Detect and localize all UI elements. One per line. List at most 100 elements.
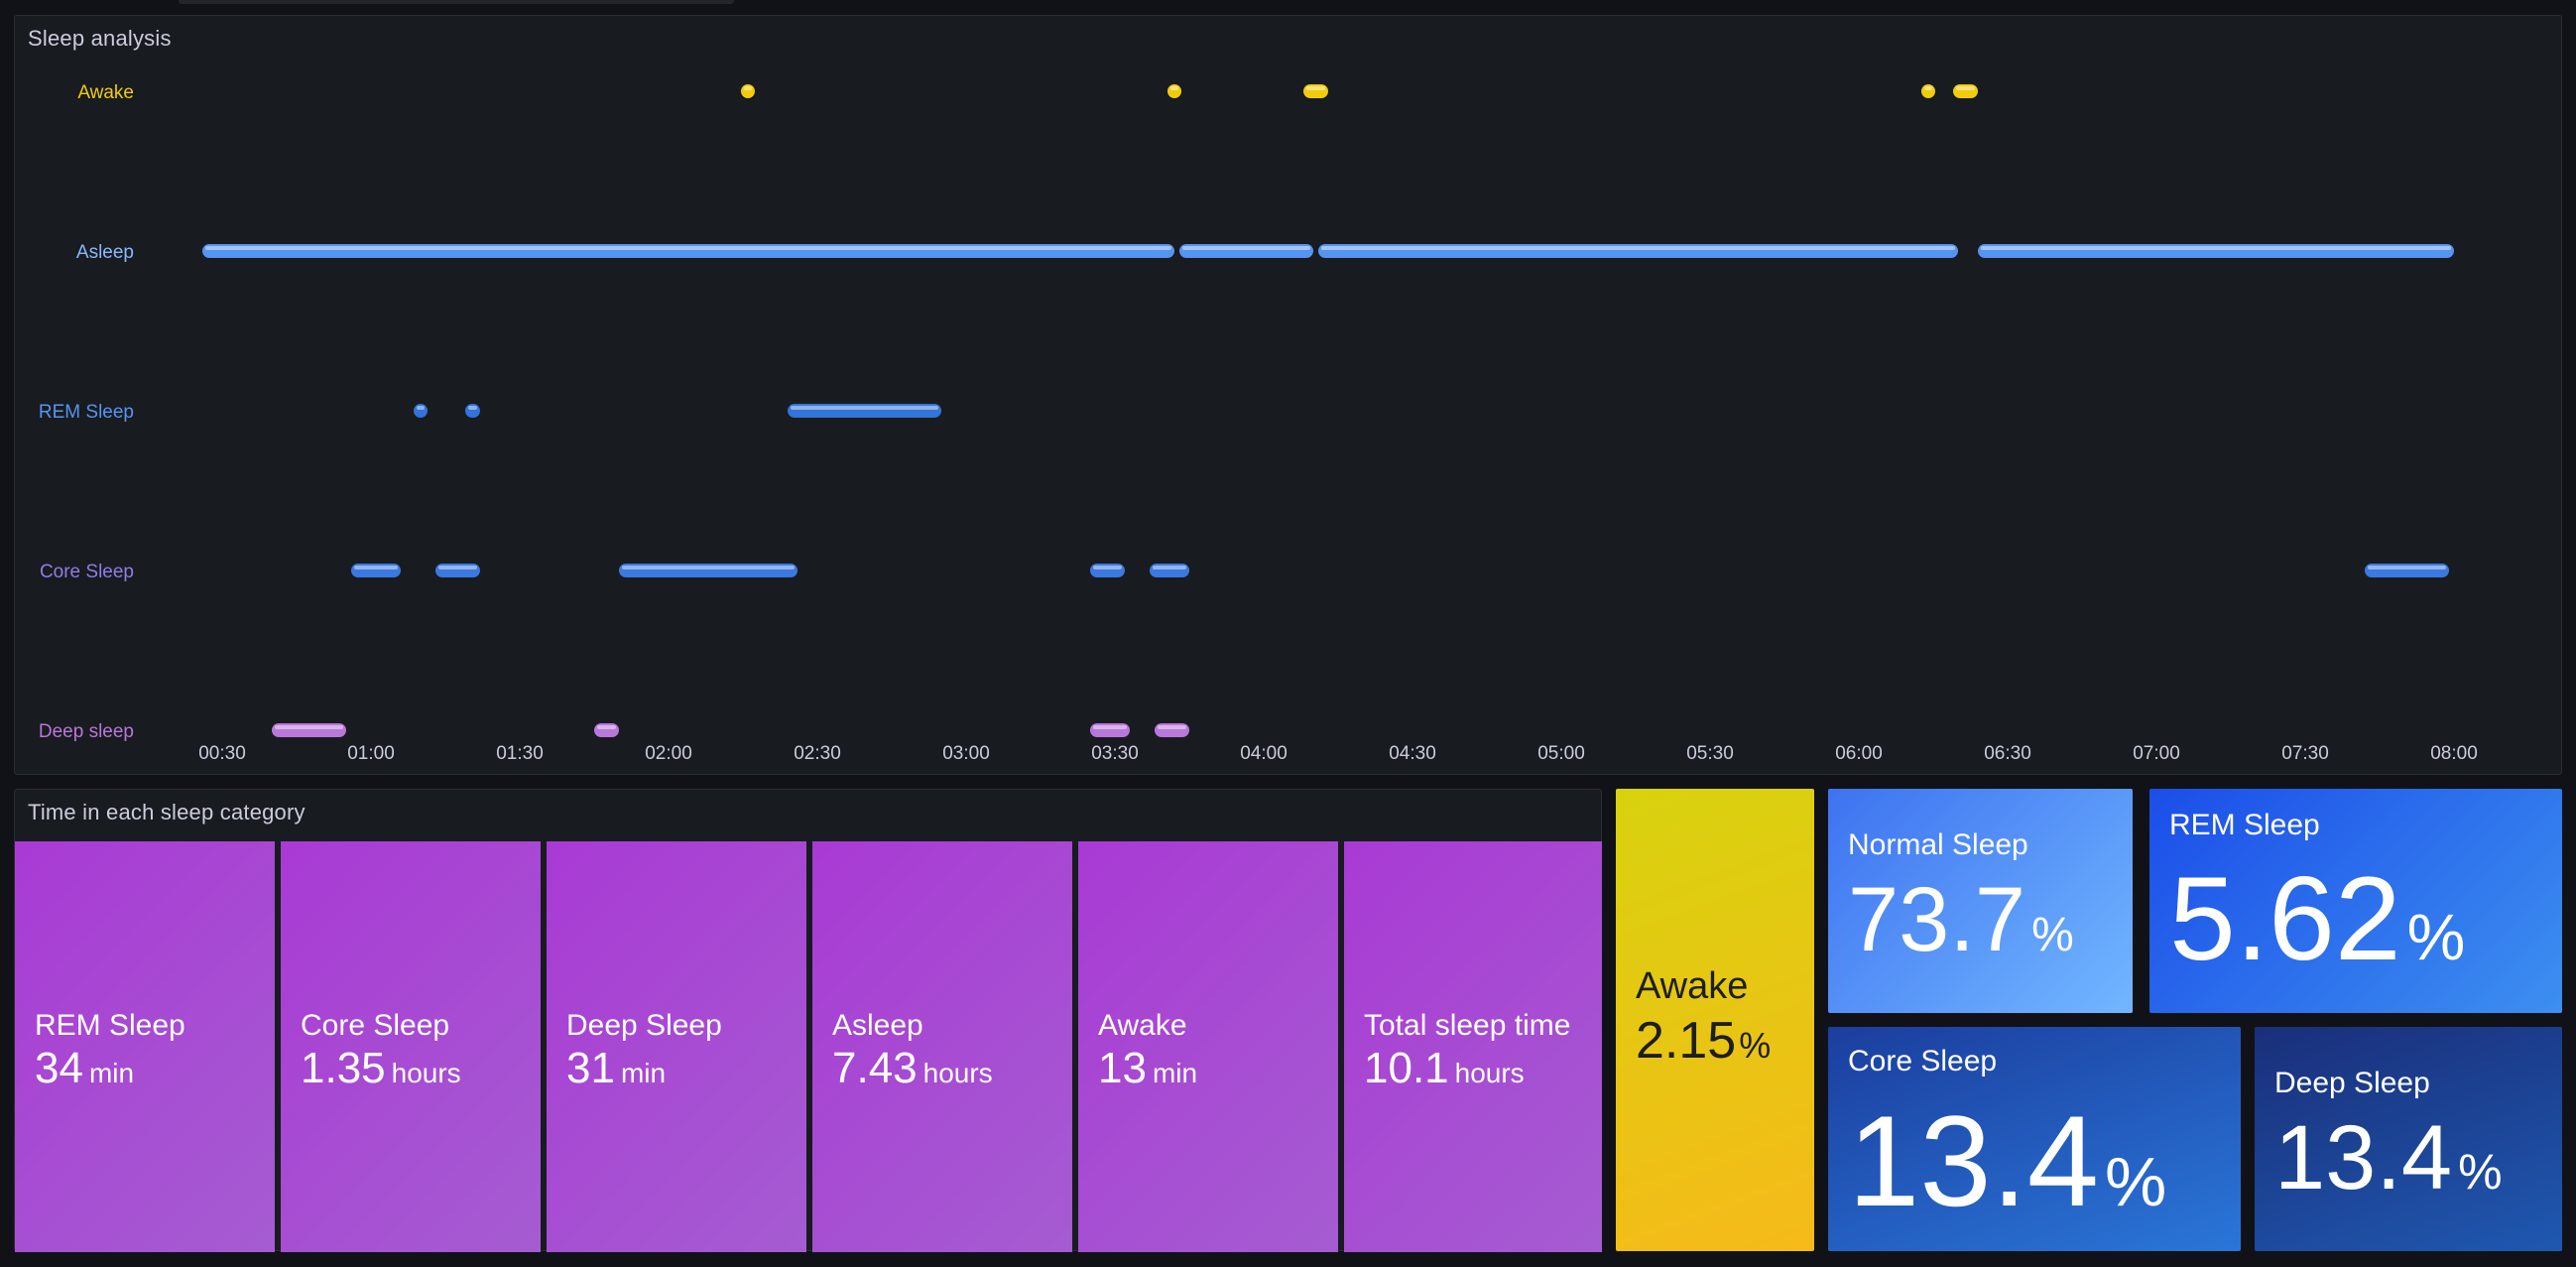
category-tile-total-sleep-time: Total sleep time 10.1 hours — [1344, 841, 1602, 1252]
timeline-segment[interactable] — [1167, 84, 1181, 98]
segment-highlight — [1170, 86, 1178, 90]
x-tick-label: 02:00 — [645, 743, 692, 764]
segment-highlight — [1182, 246, 1310, 250]
segment-highlight — [1306, 86, 1325, 90]
sleep-category-panel: Time in each sleep category REM Sleep 34… — [14, 789, 1602, 1252]
stat-name: Deep Sleep — [2274, 1067, 2430, 1099]
timeline-segment[interactable] — [1179, 244, 1313, 258]
category-unit: min — [1152, 1058, 1198, 1088]
stat-value: 2.15% — [1636, 1012, 1772, 1070]
stat-name: Core Sleep — [1848, 1045, 1998, 1077]
timeline-segment[interactable] — [1155, 723, 1189, 737]
timeline-segment[interactable] — [1090, 723, 1130, 737]
timeline-segment[interactable] — [2365, 564, 2449, 577]
category-tile-core-sleep: Core Sleep 1.35 hours — [281, 841, 541, 1252]
x-tick-label: 05:00 — [1537, 743, 1585, 764]
panel-title[interactable]: Sleep analysis — [28, 26, 172, 51]
x-tick-label: 02:30 — [794, 743, 841, 764]
category-value: 34 — [35, 1044, 83, 1092]
x-tick-label: 01:00 — [347, 743, 395, 764]
segment-highlight — [744, 86, 752, 90]
segment-highlight — [1956, 86, 1975, 90]
x-tick-label: 01:30 — [496, 743, 544, 764]
timeline-segment[interactable] — [1150, 564, 1189, 577]
segment-highlight — [1321, 246, 1955, 250]
timeline-segment[interactable] — [351, 564, 401, 577]
segment-highlight — [468, 406, 477, 410]
category-value: 7.43 — [832, 1044, 918, 1092]
x-tick-label: 03:30 — [1091, 743, 1139, 764]
category-name: Awake — [1098, 1009, 1187, 1042]
rem-sleep-percent-stat: REM Sleep 5.62% — [2149, 789, 2562, 1013]
category-value: 13 — [1098, 1044, 1147, 1092]
row-label: Core Sleep — [40, 562, 134, 582]
category-name: Total sleep time — [1364, 1009, 1571, 1042]
category-unit: hours — [391, 1058, 461, 1088]
stat-value: 73.7% — [1848, 869, 2074, 970]
row-label: Asleep — [76, 242, 134, 263]
timeline-segment[interactable] — [1090, 564, 1125, 577]
stat-name: REM Sleep — [2169, 809, 2320, 841]
segment-highlight — [597, 725, 616, 729]
category-tile-awake: Awake 13 min — [1078, 841, 1338, 1252]
state-timeline-chart: Awake Asleep REM Sleep Core Sleep Deep sleep… — [39, 82, 2478, 764]
segment-highlight — [438, 566, 477, 570]
segment-highlight — [1924, 86, 1932, 90]
top-panel-edge — [179, 0, 734, 4]
awake-percent-stat: Awake 2.15% — [1616, 789, 1814, 1251]
segment-highlight — [622, 566, 795, 570]
segment-highlight — [205, 246, 1171, 250]
timeline-segment[interactable] — [1318, 244, 1958, 258]
row-label: REM Sleep — [39, 402, 134, 423]
category-tile-deep-sleep: Deep Sleep 31 min — [547, 841, 806, 1252]
timeline-segment[interactable] — [272, 723, 346, 737]
category-tile-rem-sleep: REM Sleep 34 min — [15, 841, 275, 1252]
timeline-segment[interactable] — [741, 84, 755, 98]
core-sleep-percent-stat: Core Sleep 13.4% — [1828, 1027, 2241, 1251]
timeline-segment[interactable] — [465, 404, 480, 418]
x-tick-label: 08:00 — [2430, 743, 2478, 764]
timeline-segment[interactable] — [619, 564, 797, 577]
timeline-segment[interactable] — [1303, 84, 1328, 98]
category-unit: hours — [922, 1058, 993, 1088]
category-unit: min — [88, 1058, 135, 1088]
sleep-analysis-panel: Sleep analysis Awake Asleep REM Sleep Core … — [14, 15, 2562, 775]
x-tick-label: 07:00 — [2133, 743, 2180, 764]
x-tick-label: 06:00 — [1835, 743, 1883, 764]
category-value: 31 — [566, 1044, 615, 1092]
segment-highlight — [2368, 566, 2446, 570]
timeline-segment[interactable] — [788, 404, 941, 418]
timeline-segment[interactable] — [414, 404, 428, 418]
category-unit: min — [620, 1058, 667, 1088]
timeline-segment[interactable] — [202, 244, 1174, 258]
x-tick-label: 00:30 — [198, 743, 246, 764]
segment-highlight — [354, 566, 398, 570]
normal-sleep-percent-stat: Normal Sleep 73.7% — [1828, 789, 2133, 1013]
x-tick-label: 06:30 — [1984, 743, 2031, 764]
category-value: 1.35 — [301, 1044, 386, 1092]
timeline-segment[interactable] — [594, 723, 619, 737]
timeline-segment[interactable] — [1953, 84, 1978, 98]
x-tick-label: 07:30 — [2281, 743, 2329, 764]
timeline-segment[interactable] — [1978, 244, 2454, 258]
stat-value: 13.4% — [2274, 1107, 2503, 1208]
stat-name: Normal Sleep — [1848, 828, 2028, 861]
category-name: Core Sleep — [301, 1009, 450, 1042]
category-name: Deep Sleep — [566, 1009, 722, 1042]
category-value: 10.1 — [1364, 1044, 1449, 1092]
x-tick-label: 04:00 — [1240, 743, 1288, 764]
timeline-segment[interactable] — [435, 564, 480, 577]
timeline-segment[interactable] — [1921, 84, 1935, 98]
category-name: Asleep — [832, 1009, 923, 1042]
segment-highlight — [1093, 725, 1127, 729]
segment-highlight — [1981, 246, 2451, 250]
stat-name: Awake — [1636, 965, 1749, 1007]
category-tile-asleep: Asleep 7.43 hours — [812, 841, 1072, 1252]
segment-highlight — [1153, 566, 1186, 570]
x-tick-label: 04:30 — [1389, 743, 1436, 764]
category-unit: hours — [1454, 1058, 1525, 1088]
stat-value: 13.4% — [1848, 1088, 2167, 1233]
panel-title[interactable]: Time in each sleep category — [28, 800, 306, 824]
x-tick-label: 03:00 — [942, 743, 990, 764]
stat-value: 5.62% — [2169, 852, 2466, 985]
